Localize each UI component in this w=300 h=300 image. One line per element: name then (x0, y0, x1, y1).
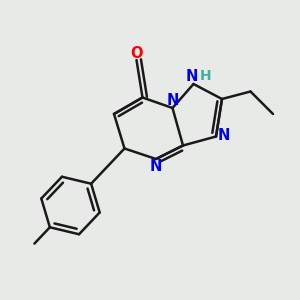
Text: N: N (186, 69, 198, 84)
Text: H: H (200, 70, 211, 83)
Text: N: N (166, 93, 179, 108)
Text: N: N (150, 159, 162, 174)
Text: O: O (130, 46, 143, 61)
Text: N: N (217, 128, 230, 142)
